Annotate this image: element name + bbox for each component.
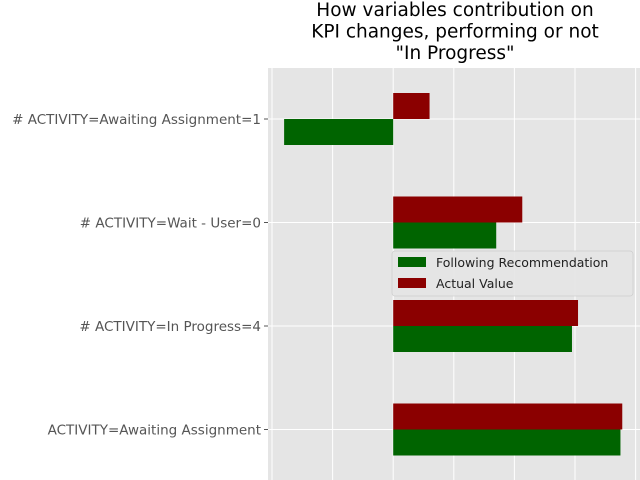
legend-box xyxy=(391,250,634,297)
y-tick-label: ACTIVITY=Awaiting Assignment xyxy=(48,423,261,439)
bar-following-recommendation xyxy=(393,429,621,456)
chart-title-line: KPI changes, performing or not xyxy=(311,22,599,43)
y-tick-label: # ACTIVITY=Wait - User=0 xyxy=(80,216,261,232)
legend-swatch xyxy=(398,257,426,267)
legend-swatch xyxy=(398,278,426,288)
legend: Following Recommendation Actual Value xyxy=(391,250,634,297)
bar-following-recommendation xyxy=(284,119,394,145)
chart-title-line: How variables contribution on xyxy=(316,0,593,21)
y-tick-label: # ACTIVITY=In Progress=4 xyxy=(79,319,261,335)
legend-label: Following Recommendation xyxy=(436,255,608,270)
bar-actual-value xyxy=(393,93,430,119)
bar-following-recommendation xyxy=(393,326,572,352)
y-tick-label: # ACTIVITY=Awaiting Assignment=1 xyxy=(12,112,261,128)
bar-actual-value xyxy=(393,300,579,326)
bars xyxy=(284,93,623,456)
legend-label: Actual Value xyxy=(436,276,514,291)
chart-title-line: "In Progress" xyxy=(395,43,514,64)
bar-actual-value xyxy=(393,403,623,430)
y-axis-ticks: # ACTIVITY=Awaiting Assignment=1 # ACTIVI… xyxy=(12,112,268,439)
bar-actual-value xyxy=(393,196,523,223)
bar-following-recommendation xyxy=(393,222,497,249)
